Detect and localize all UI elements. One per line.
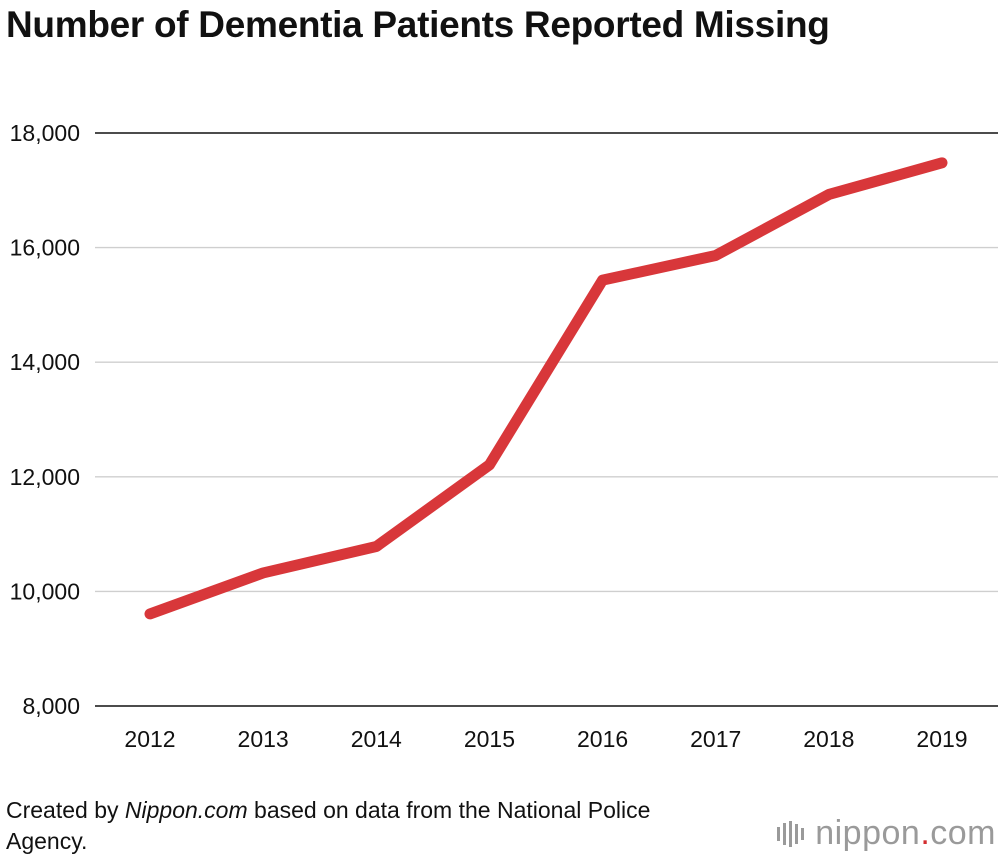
nippon-logo: nippon.com xyxy=(777,814,996,853)
x-tick-label: 2016 xyxy=(577,726,628,752)
source-note: Created by Nippon.com based on data from… xyxy=(6,795,726,857)
y-tick-label: 16,000 xyxy=(10,235,80,261)
logo-tld: com xyxy=(930,814,996,853)
series-lines xyxy=(150,163,942,614)
x-tick-label: 2013 xyxy=(238,726,289,752)
series-line-0 xyxy=(150,163,942,614)
x-tick-label: 2018 xyxy=(803,726,854,752)
logo-name: nippon xyxy=(815,814,920,853)
y-tick-label: 12,000 xyxy=(10,464,80,490)
logo-dot: . xyxy=(920,814,930,853)
y-axis-ticks: 8,000 10,000 12,000 14,000 16,000 18,000 xyxy=(10,120,80,719)
x-tick-label: 2019 xyxy=(916,726,967,752)
line-chart: 8,000 10,000 12,000 14,000 16,000 18,000 2012… xyxy=(0,0,1000,790)
source-prefix: Created by xyxy=(6,797,125,823)
x-tick-label: 2012 xyxy=(124,726,175,752)
y-tick-label: 10,000 xyxy=(10,578,80,604)
sound-bars-icon xyxy=(777,821,807,847)
gridlines xyxy=(95,133,998,706)
y-tick-label: 18,000 xyxy=(10,120,80,146)
y-tick-label: 14,000 xyxy=(10,349,80,375)
x-tick-label: 2015 xyxy=(464,726,515,752)
x-axis-ticks: 2012 2013 2014 2015 2016 2017 2018 2019 xyxy=(124,726,967,752)
x-tick-label: 2014 xyxy=(351,726,402,752)
y-tick-label: 8,000 xyxy=(22,693,80,719)
source-site: Nippon.com xyxy=(125,797,248,823)
x-tick-label: 2017 xyxy=(690,726,741,752)
